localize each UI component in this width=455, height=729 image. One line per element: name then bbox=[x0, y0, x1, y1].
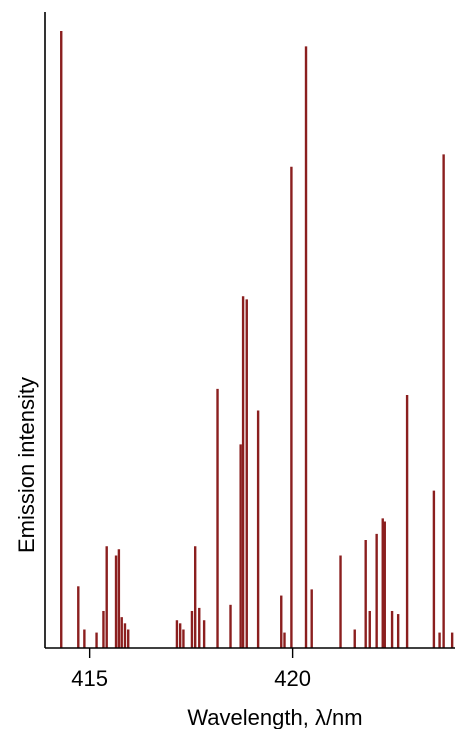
x-axis-ticks: 415 420 bbox=[71, 648, 311, 691]
x-axis-title: Wavelength, λ/nm bbox=[187, 705, 362, 729]
spectral-lines bbox=[60, 31, 454, 648]
y-axis-title: Emission intensity bbox=[14, 377, 39, 553]
x-tick-label: 415 bbox=[71, 666, 108, 691]
x-tick-label: 420 bbox=[274, 666, 311, 691]
